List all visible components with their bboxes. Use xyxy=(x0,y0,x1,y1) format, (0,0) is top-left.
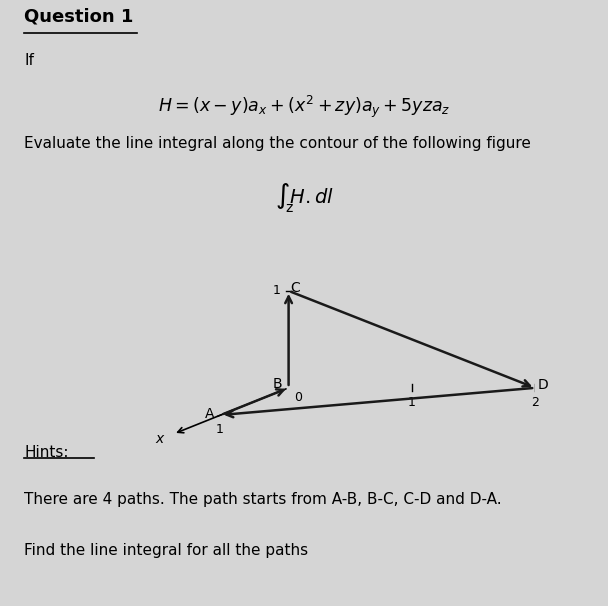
Text: If: If xyxy=(24,53,34,68)
Text: C: C xyxy=(291,281,300,295)
Text: 1: 1 xyxy=(273,284,281,298)
Text: 2: 2 xyxy=(531,396,539,408)
Text: Question 1: Question 1 xyxy=(24,8,134,26)
Text: Evaluate the line integral along the contour of the following figure: Evaluate the line integral along the con… xyxy=(24,136,531,151)
Text: Hints:: Hints: xyxy=(24,445,69,460)
Text: 1: 1 xyxy=(215,423,223,436)
Text: $\int H.dl$: $\int H.dl$ xyxy=(275,181,333,211)
Text: $H = (x - y)a_x + (x^2 + zy)a_y + 5yza_z$: $H = (x - y)a_x + (x^2 + zy)a_y + 5yza_z… xyxy=(157,93,451,119)
Text: z: z xyxy=(285,201,292,216)
Text: D: D xyxy=(537,378,548,392)
Text: x: x xyxy=(156,433,164,447)
Text: 0: 0 xyxy=(294,391,302,404)
Text: Find the line integral for all the paths: Find the line integral for all the paths xyxy=(24,543,308,558)
Text: 1: 1 xyxy=(408,396,416,408)
Text: B: B xyxy=(273,377,283,391)
Text: A: A xyxy=(206,407,215,421)
Text: There are 4 paths. The path starts from A-B, B-C, C-D and D-A.: There are 4 paths. The path starts from … xyxy=(24,492,502,507)
